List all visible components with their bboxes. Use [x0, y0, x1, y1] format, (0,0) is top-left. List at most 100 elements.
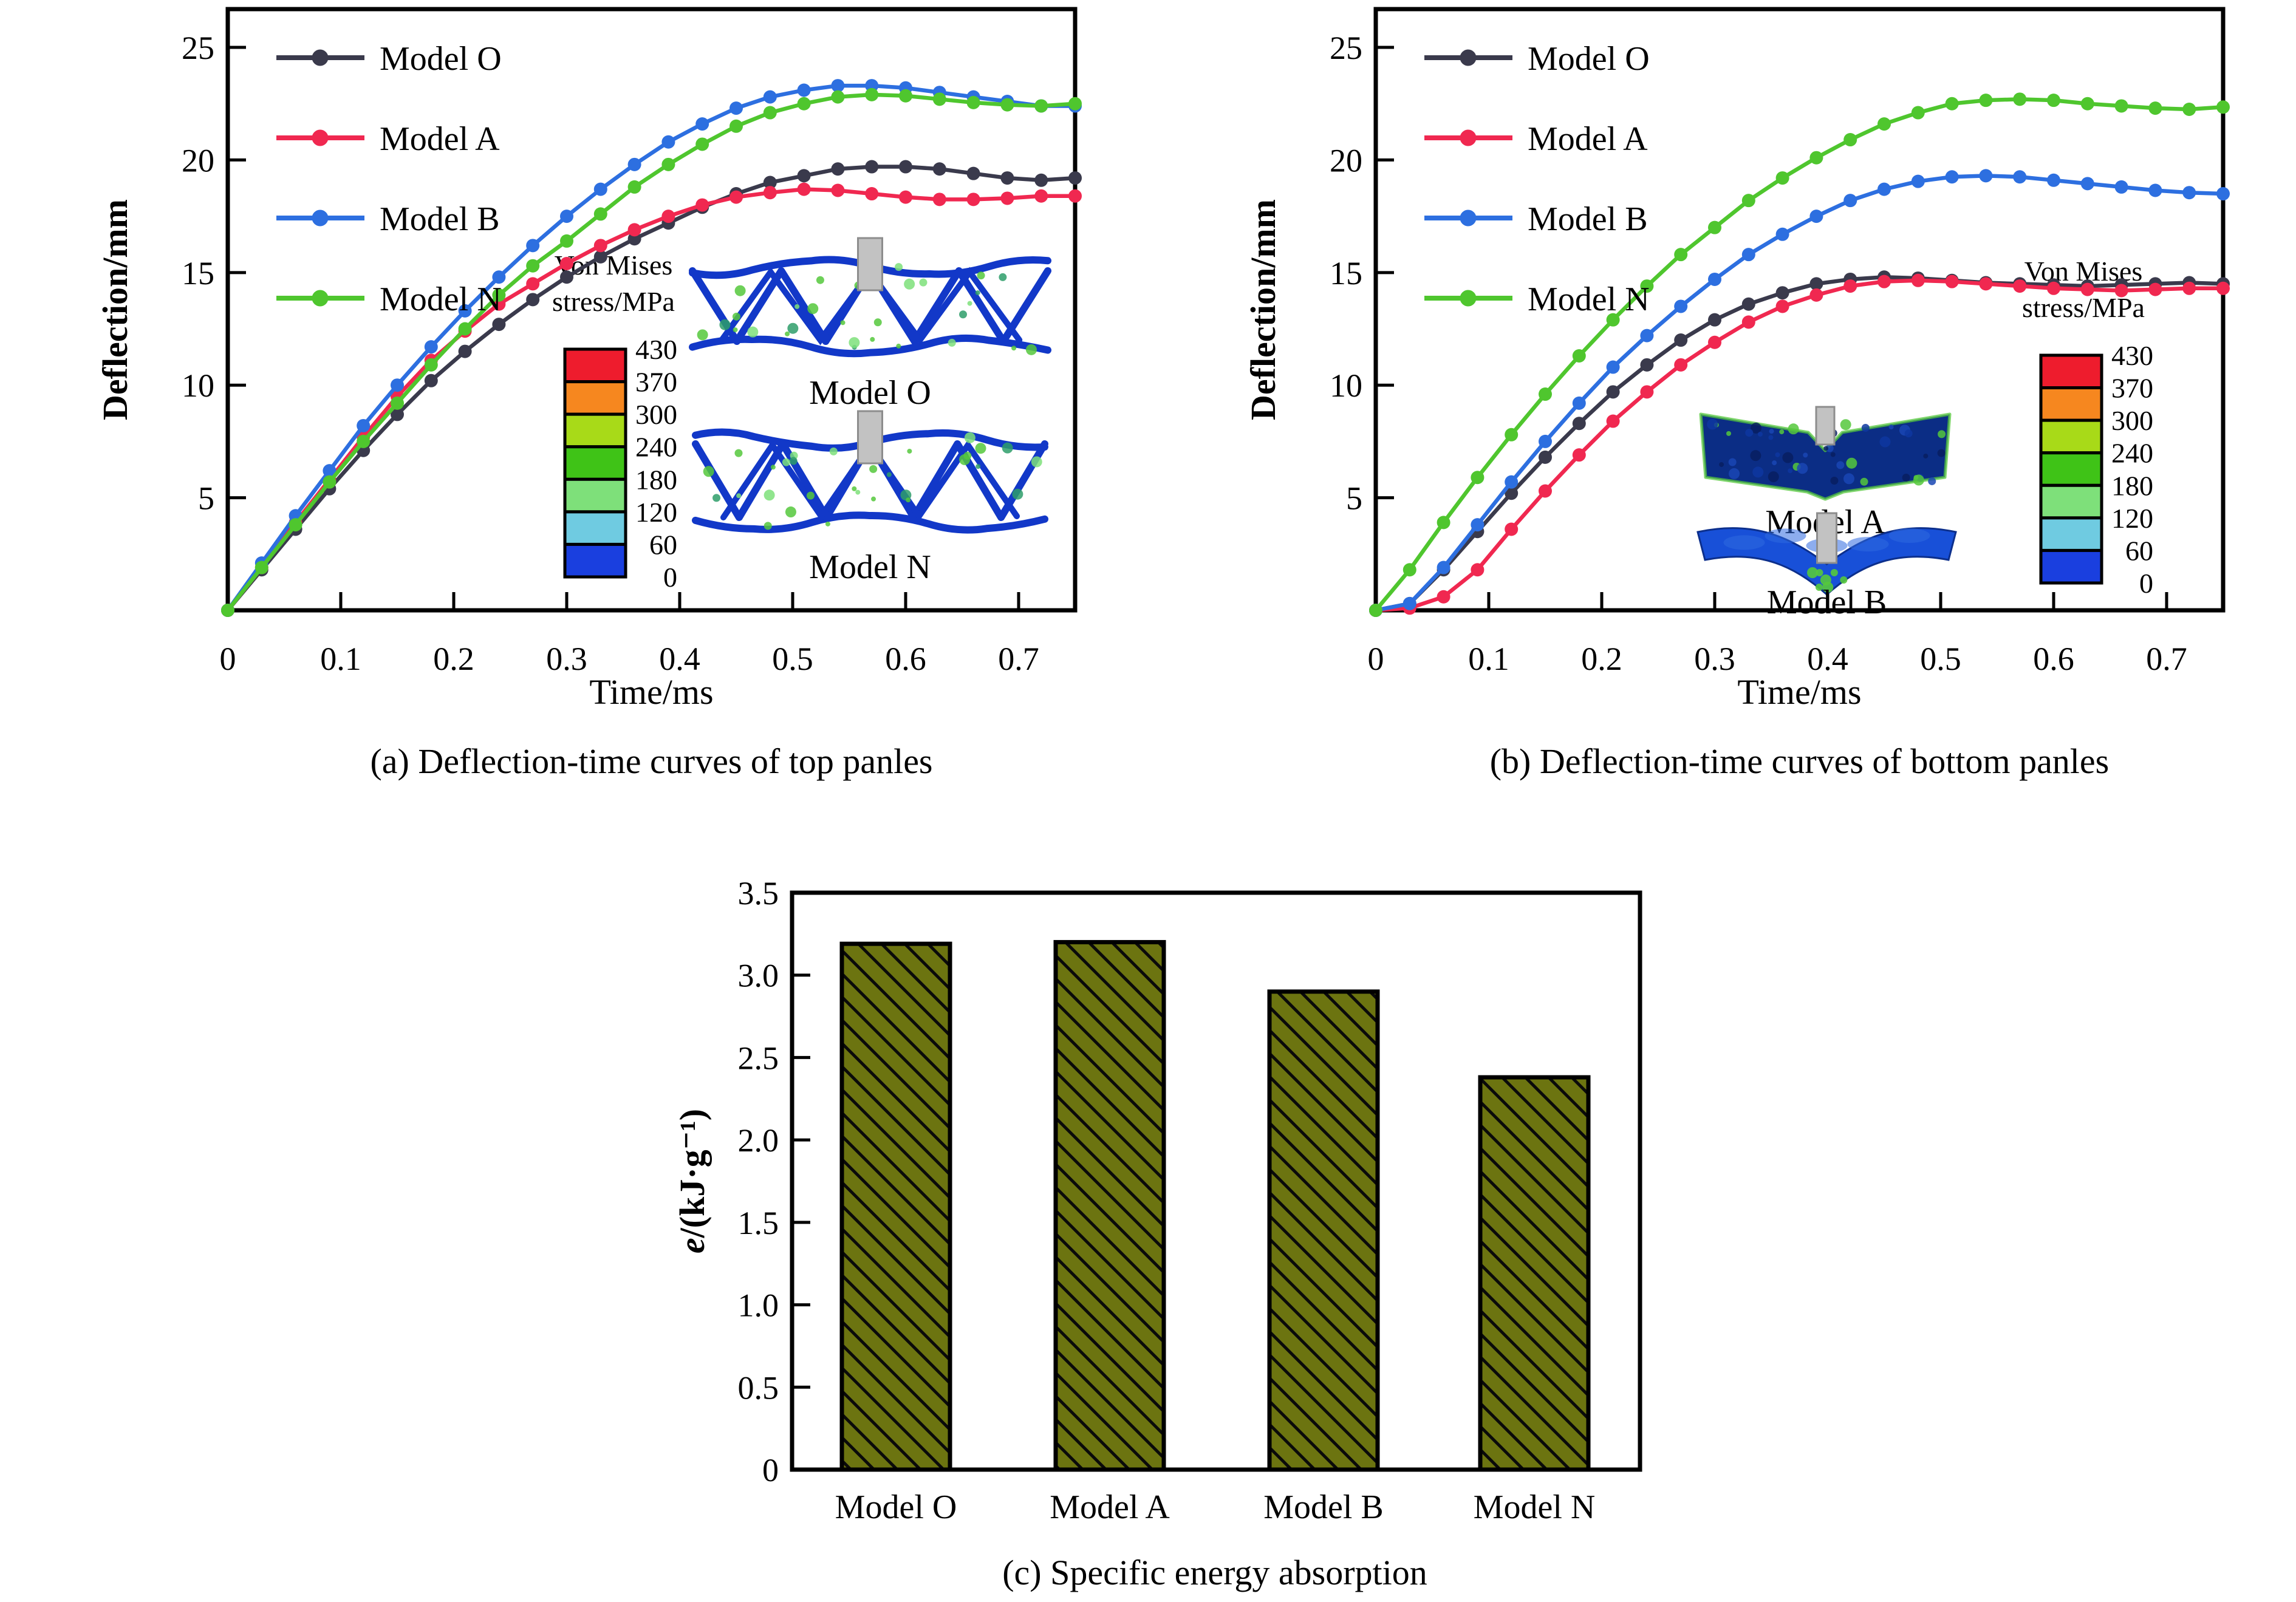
colorbar-tick-label: 370 [635, 367, 677, 398]
stress-speckle [1011, 346, 1017, 351]
x-tick-label: 0.2 [433, 641, 474, 677]
data-point-marker [2114, 284, 2128, 298]
stress-speckle [1775, 452, 1780, 457]
colorbar-tick-label: 430 [635, 334, 677, 365]
bar-model-b [1267, 989, 1380, 1472]
stress-speckle [1902, 474, 1910, 482]
stress-speckle [1751, 422, 1762, 434]
data-point-marker [899, 160, 912, 174]
data-point-marker [627, 223, 641, 237]
stress-speckle [1031, 456, 1042, 468]
stress-patch [1888, 528, 1930, 544]
colorbar-tick-label: 180 [2111, 470, 2153, 501]
stress-speckle [703, 466, 714, 477]
colorbar-segment [2039, 451, 2103, 487]
legend-label: Model N [1528, 281, 1650, 318]
data-point-marker [1911, 174, 1925, 188]
data-point-marker [1539, 450, 1552, 464]
data-point-marker [932, 162, 946, 176]
data-point-marker [797, 83, 811, 97]
stress-speckle [712, 494, 721, 502]
legend-label: Model A [1528, 120, 1648, 158]
stress-speckle [904, 278, 915, 290]
legend-marker [312, 129, 329, 146]
chart-a-xlabel: Time/ms [589, 672, 714, 712]
axes: 0 0.1 0.2 0.3 0.4 0.5 0.6 0.7 5 10 15 20 25 [1330, 7, 2226, 677]
data-point-marker [1674, 299, 1688, 313]
stress-speckle [736, 493, 742, 499]
stress-speckle [886, 472, 892, 477]
plot-border [1373, 7, 2226, 613]
data-point-marker [1539, 434, 1552, 448]
data-point-marker [763, 176, 777, 189]
stress-speckle [896, 343, 901, 349]
y-tick-label: 20 [1330, 142, 1362, 179]
inset-model-a: Model A [1699, 406, 1952, 541]
caption-panel-b: (b) Deflection-time curves of bottom pan… [1489, 741, 2110, 781]
data-point-marker [1843, 194, 1857, 208]
colorbar-segment [563, 477, 627, 514]
lattice-member [689, 334, 1051, 358]
data-point-marker [492, 288, 506, 302]
data-point-marker [1034, 189, 1048, 203]
data-point-marker [899, 89, 912, 103]
data-point-marker [526, 277, 540, 291]
data-point-marker [2047, 94, 2060, 107]
data-point-marker [1911, 273, 1925, 287]
data-point-marker [1640, 385, 1654, 399]
colorbar-tick-label: 60 [2125, 535, 2153, 566]
stress-speckle [697, 329, 708, 341]
bar-model-a [1053, 939, 1166, 1472]
data-point-marker [2080, 97, 2094, 111]
legend-label: Model B [380, 200, 500, 238]
stress-speckle [1846, 457, 1857, 469]
legend-marker [312, 290, 329, 307]
data-point-marker [865, 187, 879, 201]
data-point-marker [695, 137, 709, 151]
stress-speckle [794, 304, 800, 309]
series-model-n [1369, 92, 2230, 617]
data-point-marker [593, 182, 607, 196]
y-tick-label: 5 [198, 480, 214, 517]
stress-speckle [895, 263, 903, 271]
data-point-marker [1000, 98, 1014, 112]
bar-category-label: Model A [1050, 1488, 1170, 1526]
data-point-marker [1979, 169, 1993, 183]
stress-speckle [1825, 444, 1834, 452]
data-point-marker [1403, 596, 1416, 610]
axes: 0 0.5 1.0 1.5 2.0 2.5 3.0 3.5 [738, 875, 1642, 1488]
data-point-marker [1640, 279, 1654, 293]
data-point-marker [831, 183, 845, 197]
data-point-marker [1471, 471, 1485, 485]
y-tick-label: 1.5 [738, 1205, 779, 1241]
stress-speckle [1830, 569, 1838, 576]
data-point-marker [1505, 475, 1519, 489]
stress-speckle [1782, 452, 1794, 463]
data-point-marker [1674, 248, 1688, 262]
data-point-marker [1471, 563, 1485, 577]
data-point-marker [932, 193, 946, 206]
data-point-marker [1741, 297, 1755, 311]
stress-speckle [977, 271, 985, 280]
data-point-marker [1068, 189, 1082, 203]
data-point-marker [1369, 604, 1382, 617]
x-tick-label: 0.3 [1694, 641, 1735, 677]
colorbar-title: stress/MPa [2022, 292, 2145, 323]
legend: Model O Model A Model B Model N [1424, 40, 1650, 318]
y-tick-label: 3.5 [738, 875, 779, 912]
data-point-marker [661, 135, 675, 149]
data-point-marker [1843, 279, 1857, 293]
data-point-marker [1911, 106, 1925, 120]
stress-speckle [948, 338, 956, 347]
bar-category-label: Model N [1474, 1488, 1596, 1526]
data-point-marker [560, 210, 573, 223]
stress-speckle [1840, 419, 1851, 431]
legend-marker [1460, 290, 1477, 307]
stress-speckle [1726, 431, 1731, 436]
data-point-marker [2013, 92, 2027, 106]
data-point-marker [1505, 522, 1519, 536]
bar-model-o [839, 941, 952, 1472]
data-point-marker [1000, 191, 1014, 205]
